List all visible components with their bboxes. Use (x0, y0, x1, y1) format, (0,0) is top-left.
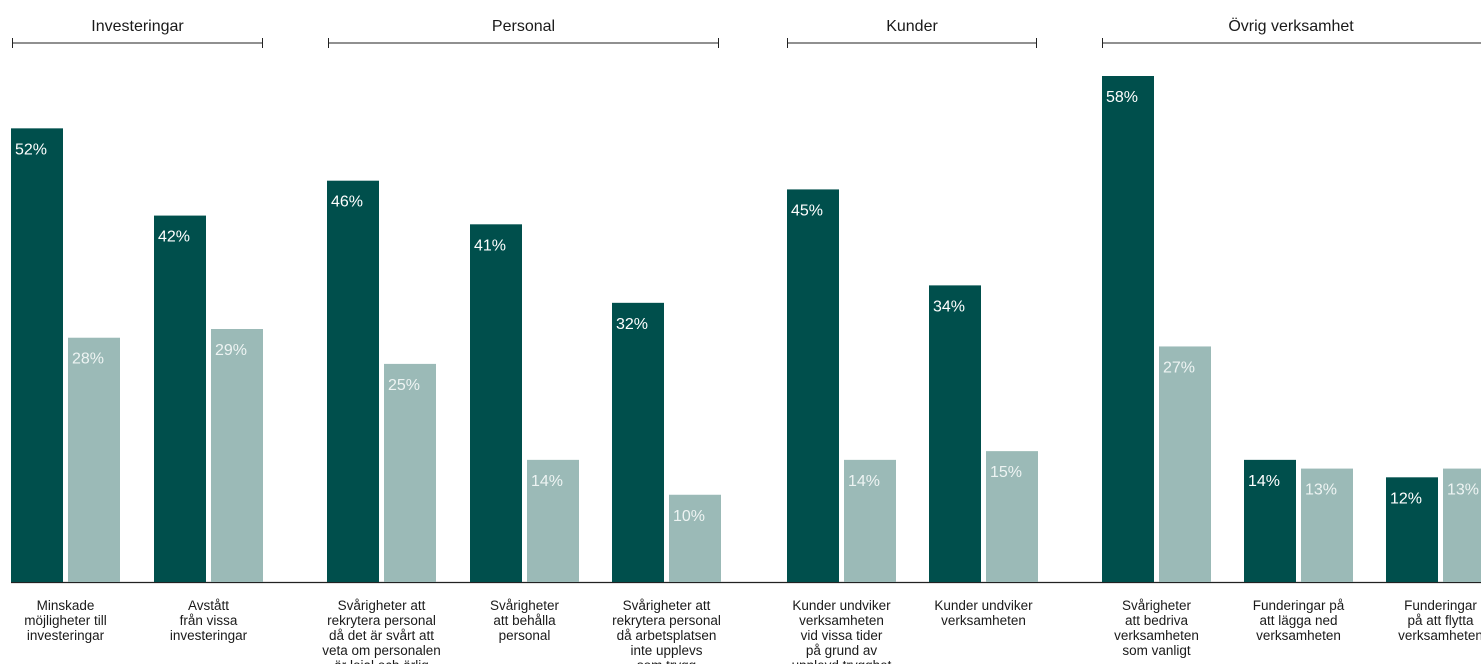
category-label: veta om personalen (322, 643, 441, 658)
bar-dark (1102, 76, 1154, 582)
bar-value-label: 12% (1390, 490, 1422, 507)
bar-light (986, 451, 1038, 582)
bar-light (527, 459, 579, 582)
bar-light (384, 363, 436, 582)
category-label: verksamheten (1398, 628, 1481, 643)
bar-value-label: 13% (1447, 482, 1479, 499)
bar-value-label: 27% (1163, 359, 1195, 376)
category-label: vid vissa tider (801, 628, 883, 643)
category-label: att lägga ned (1259, 613, 1337, 628)
category-label: som vanligt (1122, 643, 1191, 658)
bar-dark (154, 215, 206, 582)
bar-dark (470, 224, 522, 582)
bar-value-label: 14% (531, 473, 563, 490)
category-label: verksamheten (941, 613, 1026, 628)
bar-value-label: 52% (15, 141, 47, 158)
category-label: möjligheter till (24, 613, 107, 628)
bar-value-label: 34% (933, 298, 965, 315)
bar-value-label: 42% (158, 229, 190, 246)
bar-value-label: 25% (388, 377, 420, 394)
bar-dark (787, 189, 839, 582)
category-label: Kunder undviker (934, 598, 1033, 613)
bar-light (211, 329, 263, 582)
group-label: Personal (492, 18, 555, 35)
bar-value-label: 13% (1305, 482, 1337, 499)
category-label: inte upplevs (630, 643, 702, 658)
bar-dark (11, 128, 63, 582)
bar-light (844, 459, 896, 582)
bar-value-label: 10% (673, 508, 705, 525)
bar-value-label: 32% (616, 316, 648, 333)
category-label: Avstått (188, 598, 229, 613)
category-label: är lojal och ärlig (334, 658, 429, 664)
category-label: Svårigheter (490, 598, 560, 613)
category-label: rekrytera personal (612, 613, 721, 628)
bar-dark (929, 285, 981, 582)
bar-light (669, 494, 721, 582)
bar-value-label: 28% (72, 351, 104, 368)
category-label: då arbetsplatsen (617, 628, 717, 643)
bar-value-label: 14% (1248, 473, 1280, 490)
bar-dark (1244, 459, 1296, 582)
category-label: verksamheten (799, 613, 884, 628)
bar-light (68, 337, 120, 582)
bar-dark (612, 302, 664, 582)
bar-value-label: 46% (331, 194, 363, 211)
bar-light (1301, 468, 1353, 582)
category-label: som trygg (637, 658, 696, 664)
category-label: Minskade (37, 598, 95, 613)
category-label: upplevd trygghet (792, 658, 892, 664)
category-label: att behålla (493, 613, 556, 628)
bar-light (1159, 346, 1211, 582)
bar-dark (327, 180, 379, 583)
bar-dark (1386, 477, 1438, 582)
category-label: Svårigheter (1122, 598, 1192, 613)
bar-value-label: 58% (1106, 89, 1138, 106)
bar-value-label: 15% (990, 464, 1022, 481)
category-label: från vissa (180, 613, 238, 628)
bar-value-label: 45% (791, 202, 823, 219)
category-label: på att flytta (1407, 613, 1474, 628)
bar-value-label: 14% (848, 473, 880, 490)
group-label: Kunder (886, 18, 938, 35)
category-label: Funderingar (1404, 598, 1477, 613)
group-label: Övrig verksamhet (1228, 17, 1354, 35)
category-label: Svårigheter att (338, 598, 426, 613)
category-label: att bedriva (1125, 613, 1189, 628)
category-label: Funderingar på (1253, 598, 1345, 613)
category-label: personal (499, 628, 551, 643)
category-label: investeringar (27, 628, 105, 643)
category-label: Kunder undviker (792, 598, 891, 613)
bar-value-label: 29% (215, 342, 247, 359)
group-label: Investeringar (91, 18, 184, 35)
category-label: Svårigheter att (623, 598, 711, 613)
category-label: rekrytera personal (327, 613, 436, 628)
category-label: då det är svårt att (329, 628, 434, 643)
bar-light (1443, 468, 1481, 582)
category-label: verksamheten (1256, 628, 1341, 643)
bar-value-label: 41% (474, 237, 506, 254)
category-label: verksamheten (1114, 628, 1199, 643)
category-label: investeringar (170, 628, 248, 643)
category-label: på grund av (806, 643, 878, 658)
